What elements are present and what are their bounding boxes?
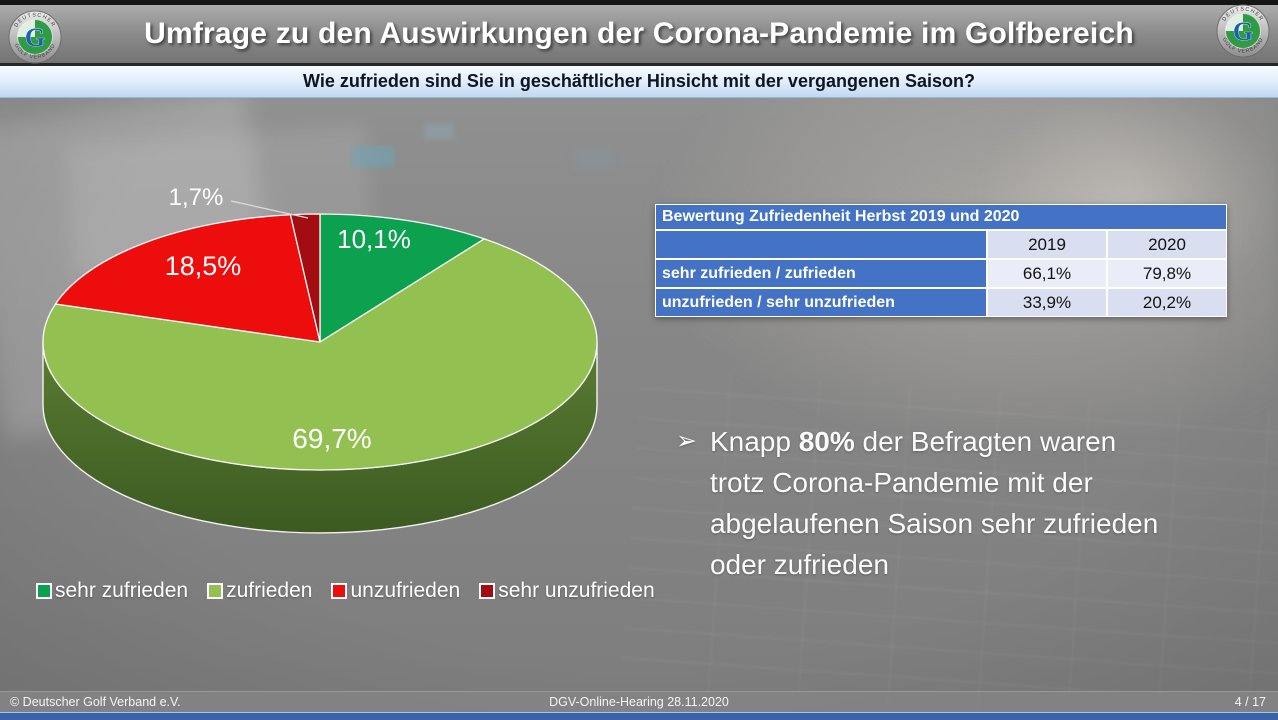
top-strip <box>0 0 1278 5</box>
legend-label: unzufrieden <box>350 579 461 602</box>
takeaway-line: abgelaufenen Saison sehr zufrieden <box>709 508 1159 539</box>
footer-page-number: 4 / 17 <box>1234 695 1266 709</box>
question-bar: Wie zufrieden sind Sie in geschäftlicher… <box>0 66 1278 98</box>
footer-copyright: © Deutscher Golf Verband e.V. <box>10 695 181 709</box>
pie-slice-zufrieden <box>42 238 598 471</box>
table-corner-cell <box>656 231 986 258</box>
dgv-logo-right: G DEUTSCHER GOLF VERBAND <box>1216 4 1270 58</box>
header-bar: Umfrage zu den Auswirkungen der Corona-P… <box>0 5 1278 63</box>
legend-item: sehr zufrieden <box>36 579 188 603</box>
footer-event: DGV-Online-Hearing 28.11.2020 <box>549 695 729 709</box>
bullet-arrow-icon: ➢ <box>676 427 697 455</box>
header-divider <box>0 63 1278 66</box>
pie-value-label: 10,1% <box>337 224 411 254</box>
legend-label: zufrieden <box>226 579 313 602</box>
pie-leader-line <box>230 200 309 219</box>
legend-swatch-icon <box>331 583 348 599</box>
question-text: Wie zufrieden sind Sie in geschäftlicher… <box>303 71 975 91</box>
slide-title: Umfrage zu den Auswirkungen der Corona-P… <box>144 17 1134 50</box>
table-cell: 79,8% <box>1108 260 1226 287</box>
takeaway-line: oder zufrieden <box>709 549 889 580</box>
table-cell: 20,2% <box>1108 289 1226 316</box>
pie-slice-sehr-zufrieden <box>319 213 485 343</box>
legend-item: unzufrieden <box>331 579 460 603</box>
takeaway-bullet: ➢ Knapp 80% der Befragten waren trotz Co… <box>676 421 1251 585</box>
takeaway-line: Knapp 80% der Befragten waren <box>709 426 1117 457</box>
background-detail <box>575 150 611 168</box>
takeaway-line: trotz Corona-Pandemie mit der <box>709 467 1093 498</box>
legend-item: zufrieden <box>207 579 312 603</box>
legend-swatch-icon <box>207 583 224 599</box>
chart-legend: sehr zufrieden zufrieden unzufrieden seh… <box>36 579 655 603</box>
legend-swatch-icon <box>479 583 496 599</box>
legend-swatch-icon <box>36 583 52 599</box>
table-row-label: unzufrieden / sehr unzufrieden <box>656 289 986 316</box>
svg-text:G: G <box>1233 17 1253 46</box>
footer-accent-bar <box>0 713 1278 720</box>
background-detail <box>352 146 394 167</box>
dgv-logo-left: G DEUTSCHER GOLF VERBAND <box>8 10 62 64</box>
table-col-header: 2019 <box>988 231 1106 258</box>
pie-value-label: 18,5% <box>165 251 242 281</box>
legend-item: sehr unzufrieden <box>479 579 655 603</box>
footer-bar: © Deutscher Golf Verband e.V. DGV-Online… <box>0 691 1278 712</box>
table-cell: 33,9% <box>988 289 1106 316</box>
takeaway-text: Knapp 80% der Befragten waren trotz Coro… <box>710 421 1158 585</box>
legend-label: sehr unzufrieden <box>498 579 655 602</box>
comparison-table: Bewertung Zufriedenheit Herbst 2019 und … <box>655 204 1227 317</box>
table-row-label: sehr zufrieden / zufrieden <box>656 260 986 287</box>
footer-accent-line <box>0 712 1278 713</box>
table-col-header: 2020 <box>1108 231 1226 258</box>
background-detail <box>424 124 454 139</box>
legend-label: sehr zufrieden <box>55 579 189 602</box>
pie-value-label: 69,7% <box>292 423 371 454</box>
pie-chart: 10,1% 69,7% 18,5% 1,7% <box>42 184 598 534</box>
pie-value-label: 1,7% <box>169 184 224 211</box>
pie-slice-unzufrieden <box>54 214 321 343</box>
table-title: Bewertung Zufriedenheit Herbst 2019 und … <box>656 205 1226 229</box>
table-cell: 66,1% <box>988 260 1106 287</box>
svg-text:G: G <box>25 23 45 52</box>
